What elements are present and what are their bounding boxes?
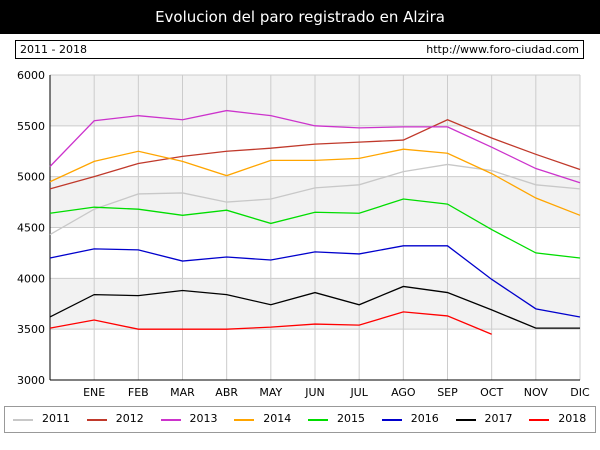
legend-swatch	[234, 419, 255, 421]
x-tick-label: DIC	[570, 386, 590, 399]
x-tick-label: JUL	[349, 386, 368, 399]
chart-title-text: Evolucion del paro registrado en Alzira	[155, 8, 445, 26]
y-tick-label: 5000	[17, 171, 45, 184]
x-tick-label: OCT	[480, 386, 503, 399]
x-tick-label: JUN	[304, 386, 325, 399]
legend-label: 2013	[189, 412, 218, 425]
info-box: 2011 - 2018 http://www.foro-ciudad.com	[15, 40, 584, 59]
chart-title: Evolucion del paro registrado en Alzira	[0, 0, 600, 34]
series-line-2015	[49, 198, 581, 259]
series-line-2018	[49, 311, 492, 335]
year-range: 2011 - 2018	[20, 43, 87, 56]
legend-label: 2018	[558, 412, 587, 425]
series-line-2017	[49, 285, 580, 329]
series-line-2016	[49, 245, 581, 318]
y-tick-label: 3000	[17, 374, 45, 387]
y-tick-label: 3500	[17, 323, 45, 336]
y-tick-label: 5500	[17, 120, 45, 133]
legend-swatch	[529, 419, 550, 421]
legend-swatch	[381, 419, 402, 421]
x-tick-label: ABR	[215, 386, 238, 399]
series-line-2013	[49, 109, 581, 184]
x-tick-label: AGO	[391, 386, 416, 399]
series-line-2011	[49, 163, 581, 236]
series-line-2014	[49, 148, 581, 216]
legend-label: 2011	[42, 412, 70, 425]
y-tick-label: 4500	[17, 222, 45, 235]
legend-swatch	[308, 419, 328, 421]
legend-label: 2012	[115, 412, 144, 425]
legend-label: 2016	[410, 412, 439, 425]
legend-label: 2017	[484, 412, 513, 425]
x-tick-label: MAY	[259, 386, 282, 399]
source-url[interactable]: http://www.foro-ciudad.com	[426, 43, 579, 56]
x-tick-label: SEP	[437, 386, 458, 399]
legend-swatch	[86, 419, 107, 421]
legend-swatch	[160, 419, 181, 421]
x-tick-label: MAR	[170, 386, 195, 399]
y-tick-label: 4000	[17, 272, 45, 285]
x-tick-label: FEB	[128, 386, 149, 399]
legend-swatch	[455, 419, 476, 421]
legend-label: 2015	[337, 412, 365, 425]
legend: 2011 2012 2013 2014 2015 2016 2017 2018	[4, 406, 596, 433]
y-tick-label: 6000	[17, 69, 45, 82]
legend-swatch	[13, 419, 33, 421]
x-tick-label: ENE	[83, 386, 105, 399]
x-tick-label: NOV	[524, 386, 549, 399]
legend-label: 2014	[263, 412, 292, 425]
series-line-2012	[49, 119, 581, 190]
